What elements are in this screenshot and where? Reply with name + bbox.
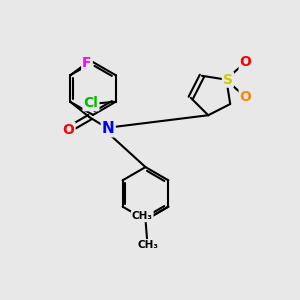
- Text: S: S: [223, 73, 233, 87]
- Text: N: N: [102, 121, 115, 136]
- Text: O: O: [63, 123, 75, 137]
- Text: CH₃: CH₃: [132, 211, 153, 221]
- Text: O: O: [240, 90, 251, 104]
- Text: CH₃: CH₃: [138, 240, 159, 250]
- Text: Cl: Cl: [83, 96, 98, 110]
- Text: F: F: [82, 56, 92, 70]
- Text: O: O: [240, 55, 251, 69]
